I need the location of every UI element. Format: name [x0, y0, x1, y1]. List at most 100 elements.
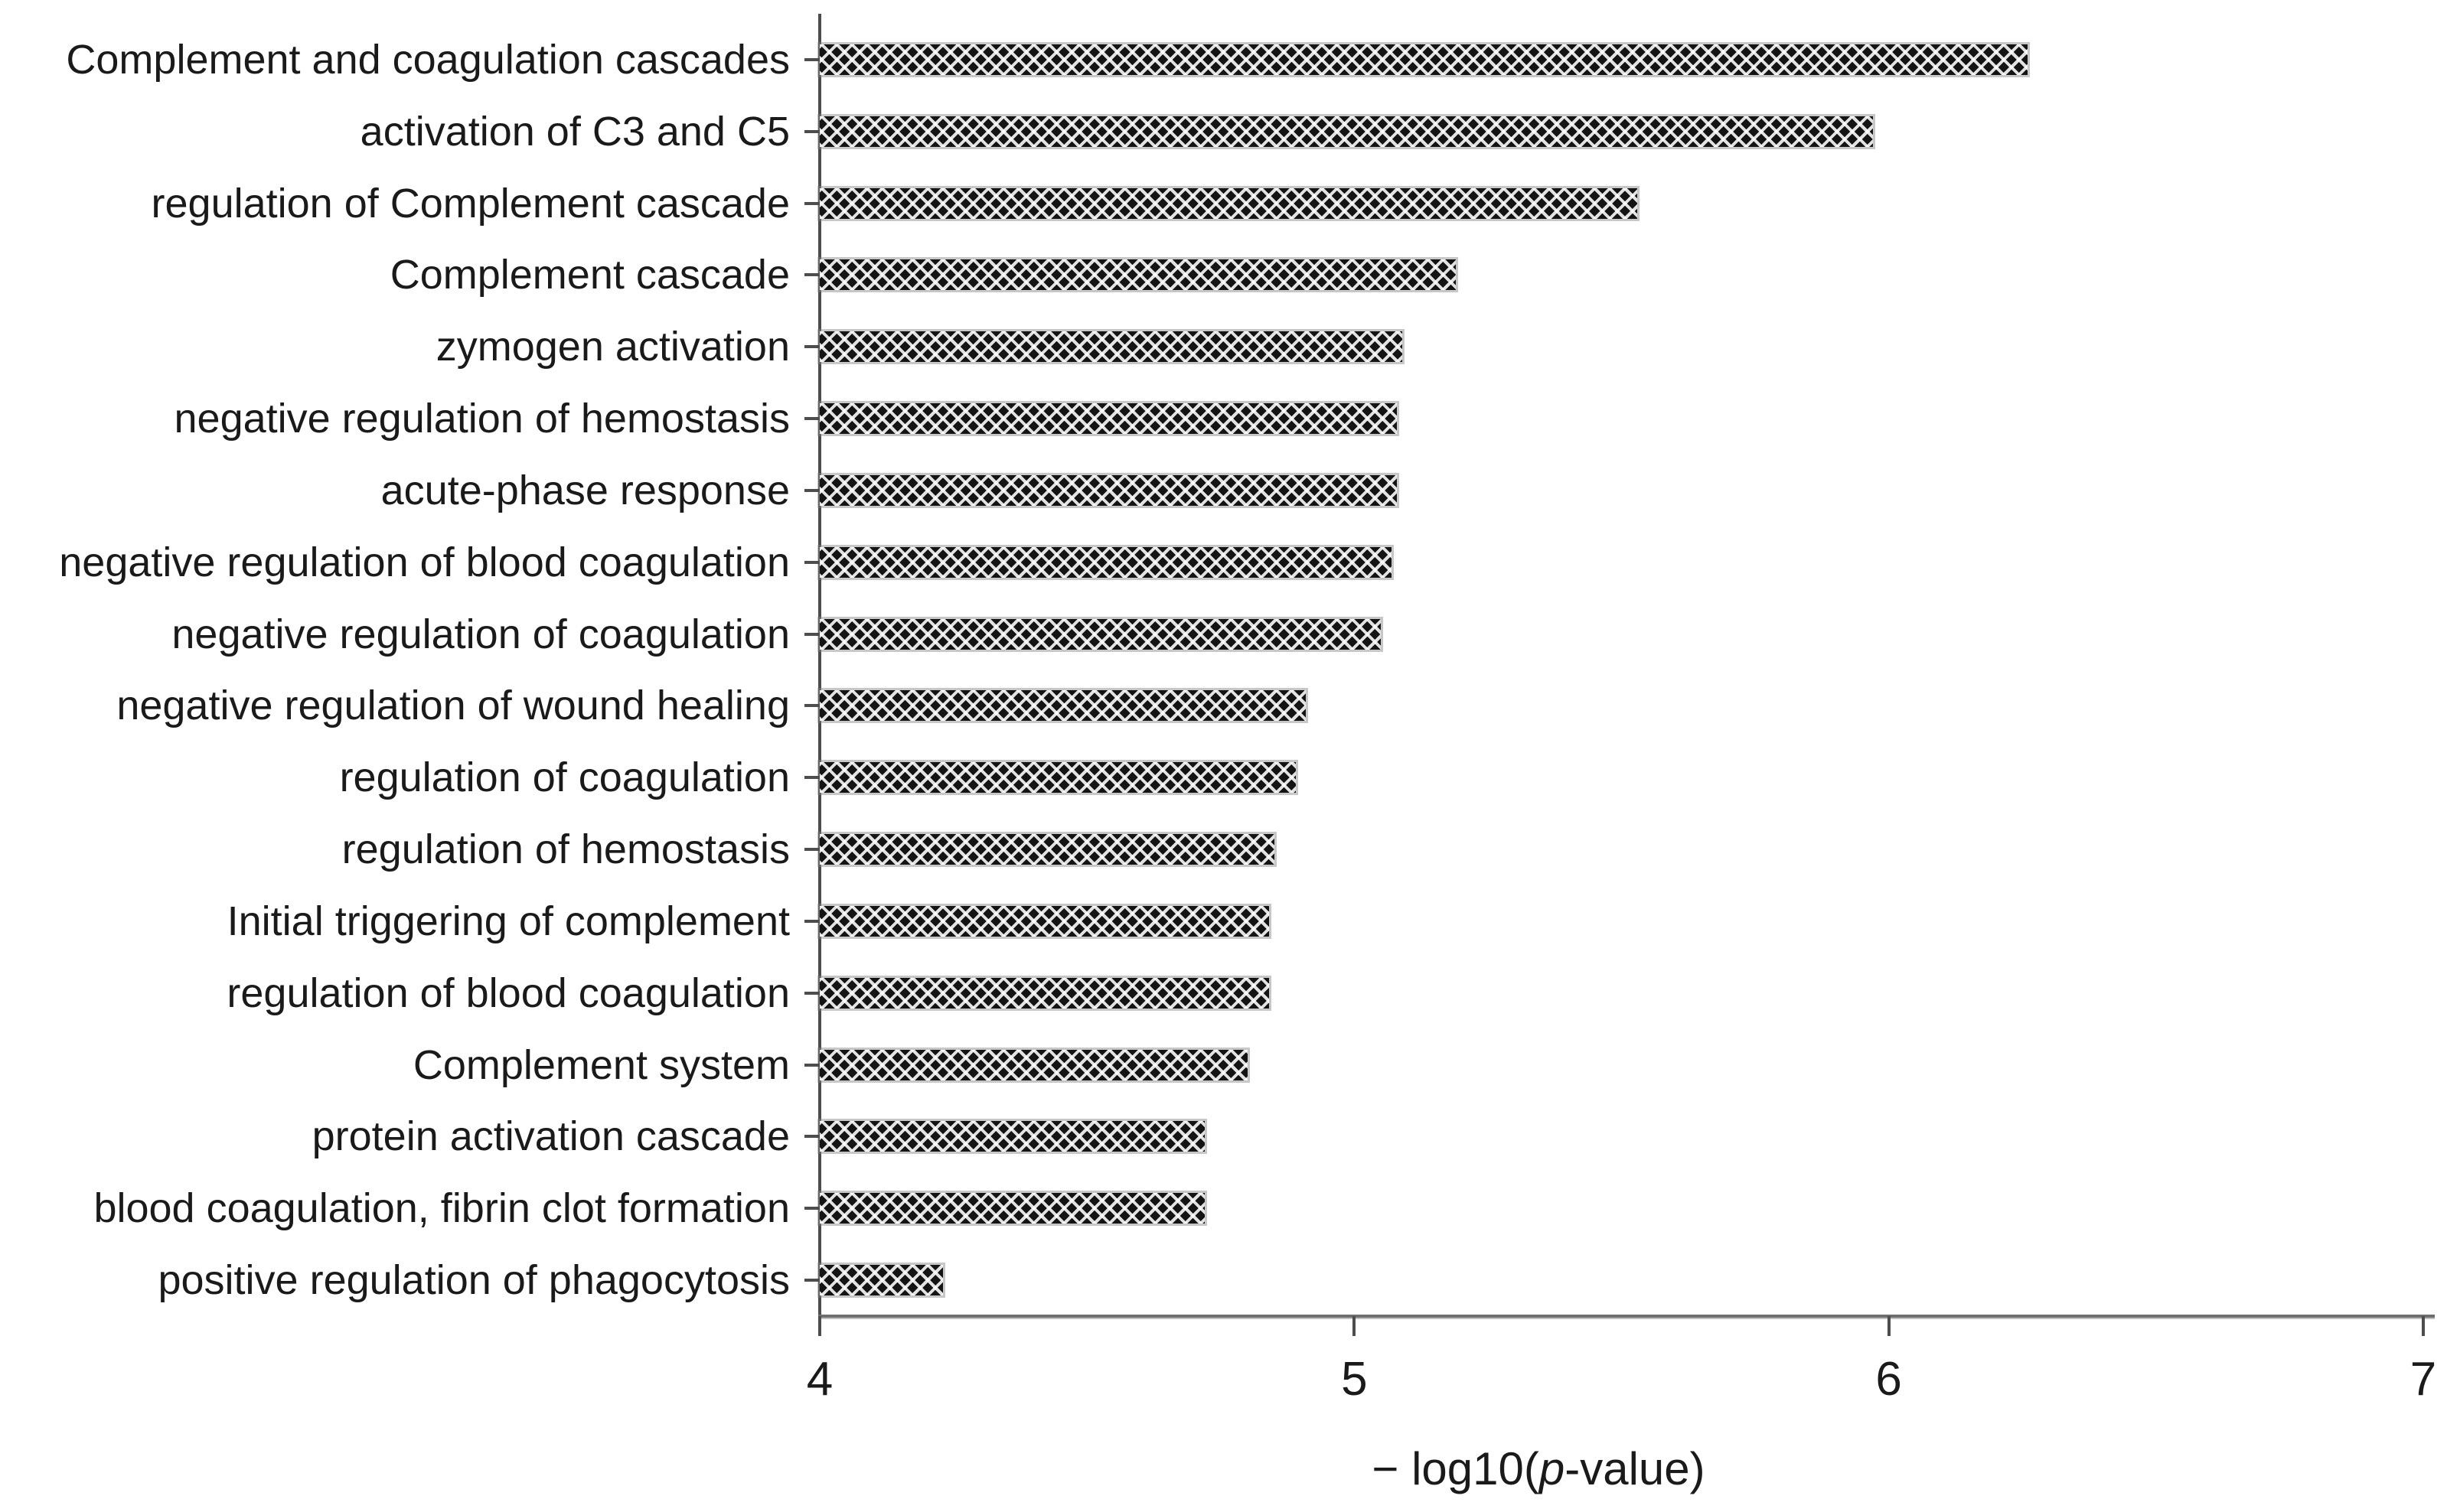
- category-label-row: regulation of coagulation: [0, 741, 790, 813]
- category-tick-mark: [804, 57, 820, 61]
- category-tick-mark: [804, 1278, 820, 1282]
- x-axis-tick-mark: [818, 1316, 821, 1336]
- category-label: acute-phase response: [380, 467, 790, 513]
- bar: [820, 762, 1296, 793]
- category-tick-mark: [804, 560, 820, 564]
- bar-row: [804, 1172, 2423, 1244]
- bar-row: [804, 741, 2423, 813]
- bar: [820, 187, 1638, 219]
- bar: [820, 618, 1382, 650]
- x-axis-tick-mark: [2422, 1316, 2425, 1336]
- category-tick-mark: [804, 273, 820, 277]
- x-axis-title: − log10(p-value): [1372, 1446, 1705, 1492]
- category-label: Initial triggering of complement: [227, 898, 790, 944]
- bar: [820, 403, 1398, 435]
- category-tick-mark: [804, 1207, 820, 1211]
- category-label: Complement and coagulation cascades: [66, 36, 790, 83]
- bar: [820, 259, 1457, 291]
- bar-row: [804, 957, 2423, 1029]
- bar-row: [804, 526, 2423, 598]
- bar-row: [804, 168, 2423, 240]
- x-axis-tick-mark: [1887, 1316, 1891, 1336]
- bar-row: [804, 239, 2423, 311]
- category-label: blood coagulation, fibrin clot formation: [93, 1185, 790, 1232]
- bars-container: [804, 24, 2423, 1316]
- bar: [820, 1264, 943, 1295]
- x-axis-title-p-italic: p: [1538, 1443, 1565, 1494]
- bar: [820, 1193, 1205, 1224]
- bar: [820, 546, 1392, 578]
- category-label: negative regulation of hemostasis: [174, 396, 791, 442]
- category-label-row: negative regulation of hemostasis: [0, 383, 791, 455]
- category-label: Complement system: [413, 1041, 790, 1088]
- category-label-row: regulation of Complement cascade: [0, 168, 790, 240]
- x-axis-tick-label: 4: [806, 1353, 834, 1406]
- bar: [820, 834, 1274, 865]
- bar: [820, 1121, 1205, 1152]
- category-label-row: activation of C3 and C5: [0, 96, 790, 168]
- category-tick-mark: [804, 704, 820, 708]
- category-tick-mark: [804, 345, 820, 349]
- x-axis-title-suffix: -value): [1564, 1443, 1705, 1494]
- category-label: zymogen activation: [436, 324, 790, 370]
- category-label-row: Complement system: [0, 1029, 790, 1101]
- bar: [820, 116, 1873, 147]
- bar-row: [804, 455, 2423, 526]
- bar-row: [804, 96, 2423, 168]
- bar-row: [804, 24, 2423, 96]
- category-tick-mark: [804, 776, 820, 780]
- category-label-row: acute-phase response: [0, 455, 790, 526]
- x-axis-tick-label: 7: [2409, 1353, 2437, 1406]
- category-tick-mark: [804, 919, 820, 923]
- category-label-row: zymogen activation: [0, 311, 790, 383]
- x-axis-tick-label: 5: [1341, 1353, 1368, 1406]
- category-label: regulation of coagulation: [339, 754, 790, 801]
- category-tick-mark: [804, 201, 820, 205]
- category-label-row: negative regulation of wound healing: [0, 670, 790, 741]
- category-label-row: regulation of blood coagulation: [0, 957, 790, 1029]
- category-label: protein activation cascade: [312, 1113, 790, 1160]
- bar: [820, 331, 1403, 363]
- bar-row: [804, 885, 2423, 957]
- category-label: regulation of Complement cascade: [151, 180, 790, 226]
- bar-row: [804, 383, 2423, 455]
- x-axis-tick-mark: [1352, 1316, 1356, 1336]
- category-label-row: blood coagulation, fibrin clot formation: [0, 1172, 790, 1244]
- category-label: Complement cascade: [390, 252, 790, 298]
- category-axis-labels: Complement and coagulation cascades activ…: [0, 24, 790, 1316]
- bar-row: [804, 598, 2423, 670]
- category-label-row: negative regulation of blood coagulation: [0, 526, 790, 598]
- category-label: activation of C3 and C5: [360, 108, 790, 155]
- category-label-row: regulation of hemostasis: [0, 813, 790, 885]
- category-label: regulation of blood coagulation: [227, 969, 790, 1016]
- category-label: negative regulation of coagulation: [171, 611, 790, 657]
- category-tick-mark: [804, 417, 820, 421]
- category-label-row: protein activation cascade: [0, 1100, 790, 1172]
- category-tick-mark: [804, 1063, 820, 1067]
- category-label: regulation of hemostasis: [341, 826, 790, 873]
- category-tick-mark: [804, 1135, 820, 1139]
- category-tick-mark: [804, 632, 820, 636]
- category-tick-mark: [804, 488, 820, 492]
- category-tick-mark: [804, 848, 820, 852]
- bar: [820, 474, 1398, 506]
- bar-row: [804, 670, 2423, 741]
- category-tick-mark: [804, 991, 820, 995]
- plot-area: 4 5 6 7: [804, 14, 2436, 1403]
- x-axis-line: [818, 1315, 2435, 1318]
- category-label: negative regulation of blood coagulation: [59, 539, 790, 585]
- bar: [820, 905, 1269, 937]
- category-label-row: positive regulation of phagocytosis: [0, 1244, 790, 1316]
- bar-row: [804, 813, 2423, 885]
- x-axis-tick-label: 6: [1875, 1353, 1902, 1406]
- category-tick-mark: [804, 129, 820, 133]
- bar: [820, 44, 2028, 75]
- bar: [820, 690, 1307, 722]
- y-axis-line: [818, 14, 821, 1334]
- bar-row: [804, 1100, 2423, 1172]
- category-label-row: Complement cascade: [0, 239, 790, 311]
- category-label-row: Complement and coagulation cascades: [0, 24, 790, 96]
- x-axis-title-prefix: − log10(: [1372, 1443, 1539, 1494]
- category-label: positive regulation of phagocytosis: [158, 1256, 790, 1303]
- category-label-row: Initial triggering of complement: [0, 885, 790, 957]
